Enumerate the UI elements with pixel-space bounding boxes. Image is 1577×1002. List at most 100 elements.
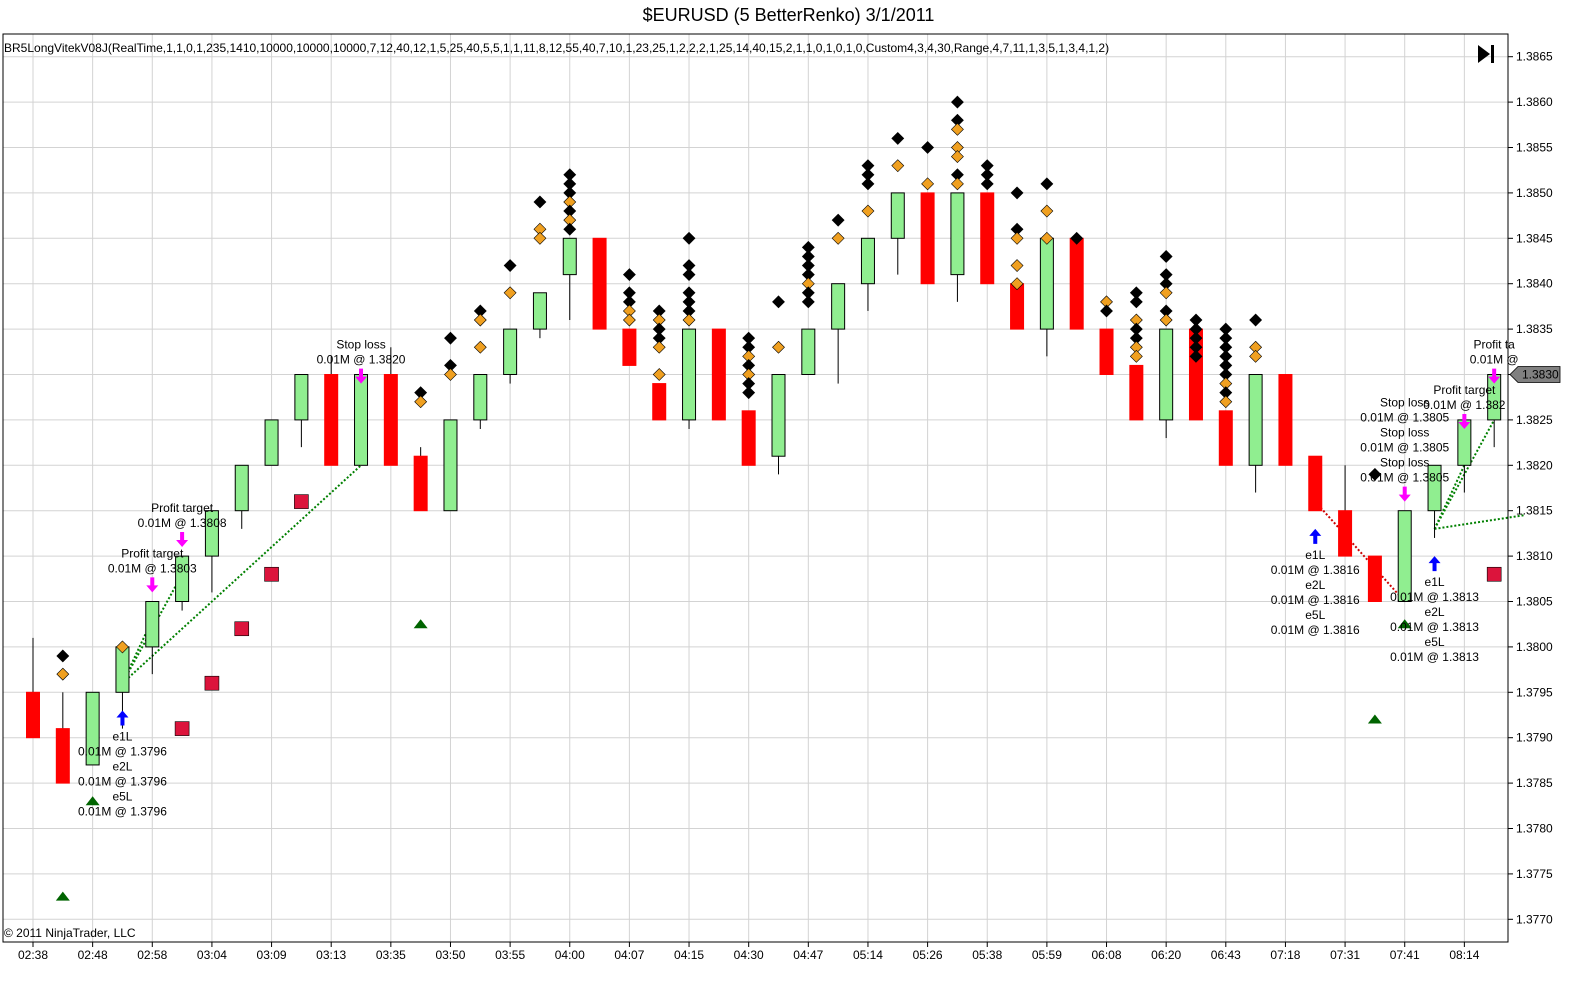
diamond-marker — [1100, 304, 1113, 318]
diamond-marker — [861, 204, 875, 218]
trade-label: Stop loss — [1380, 426, 1429, 440]
y-tick-label: 1.3825 — [1516, 413, 1553, 427]
bar-up — [175, 555, 190, 602]
diamond-marker — [1249, 349, 1263, 363]
diamond-marker — [1129, 295, 1143, 309]
diamond-marker — [921, 141, 935, 154]
y-tick-label: 1.3775 — [1516, 867, 1553, 881]
trade-line — [1314, 500, 1406, 603]
y-tick-label: 1.3865 — [1516, 50, 1553, 64]
diamond-marker — [950, 95, 964, 109]
bar-down — [622, 328, 637, 366]
trade-line — [121, 573, 183, 684]
exit-arrow-icon — [176, 532, 189, 548]
diamond-marker — [1159, 286, 1173, 300]
bar-up — [890, 192, 905, 239]
trade-label: Stop loss — [336, 338, 385, 352]
diamond-marker — [533, 195, 547, 209]
trade-label: 0.01M @ 1.3805 — [1360, 471, 1449, 485]
diamond-marker — [503, 259, 517, 272]
x-tick-label: 05:59 — [1032, 948, 1062, 962]
bar-up — [950, 192, 965, 276]
bar-up — [562, 237, 577, 276]
diamond-marker — [891, 131, 905, 145]
renko-bars — [26, 192, 1502, 784]
x-tick-label: 03:50 — [435, 948, 465, 962]
diamond-marker — [1040, 204, 1054, 218]
copyright-text: © 2011 NinjaTrader, LLC — [4, 926, 136, 940]
diamond-marker — [950, 122, 964, 136]
y-tick-label: 1.3790 — [1516, 731, 1553, 745]
trade-line — [121, 464, 362, 684]
bar-down — [1308, 455, 1323, 512]
trade-label: Profit target — [151, 501, 214, 515]
diamond-marker — [921, 177, 935, 191]
bar-down — [1129, 364, 1144, 421]
diamond-marker — [980, 177, 994, 191]
triangle-marker — [55, 891, 70, 901]
trade-label: 0.01M @ 1.3816 — [1271, 593, 1360, 607]
bar-down — [1278, 374, 1293, 466]
bar-up — [354, 374, 369, 466]
trade-lines — [121, 419, 1525, 684]
x-tick-label: 04:00 — [555, 948, 585, 962]
diamond-marker — [622, 313, 636, 327]
x-tick-label: 02:38 — [18, 948, 48, 962]
bar-up — [801, 328, 816, 376]
diamond-marker — [1010, 231, 1024, 245]
indicator-label: BR5LongVitekV08J(RealTime,1,1,0,1,235,14… — [4, 41, 1109, 55]
square-marker — [294, 494, 309, 509]
square-marker — [234, 621, 250, 637]
bar-up — [145, 601, 160, 648]
diamond-marker — [682, 268, 696, 282]
bar-up — [443, 419, 458, 512]
diamond-marker — [682, 231, 696, 245]
diamond-marker — [950, 150, 964, 164]
bar-down — [1218, 410, 1233, 466]
trade-label: 0.01M @ 1.3796 — [78, 804, 167, 818]
trade-label: 0.01M @ 1.3805 — [1360, 441, 1449, 455]
bar-up — [294, 374, 309, 421]
bar-up — [682, 328, 697, 421]
diamond-marker — [950, 177, 964, 191]
bar-down — [741, 410, 756, 466]
diamond-marker — [414, 395, 428, 409]
x-tick-label: 04:15 — [674, 948, 704, 962]
diamond-marker — [473, 313, 487, 327]
diamond-marker — [1040, 177, 1054, 191]
diamond-marker — [1040, 231, 1054, 245]
bar-down — [592, 237, 607, 330]
trade-label: 0.01M @ 1.382 — [1423, 398, 1506, 412]
diamond-marker — [1010, 186, 1024, 200]
bar-down — [1069, 237, 1084, 330]
trade-label: e2L — [112, 759, 132, 773]
bar-down — [711, 328, 726, 421]
x-tick-label: 05:14 — [853, 948, 883, 962]
bar-up — [860, 237, 875, 285]
y-tick-label: 1.3800 — [1516, 640, 1553, 654]
y-tick-label: 1.3855 — [1516, 141, 1553, 155]
diamond-marker — [831, 213, 845, 227]
bar-up — [264, 419, 279, 466]
y-tick-label: 1.3835 — [1516, 322, 1553, 336]
bar-down — [1338, 510, 1353, 557]
bar-down — [1010, 283, 1025, 330]
bar-up — [1427, 464, 1442, 512]
diamond-marker — [652, 340, 666, 354]
triangle-marker — [413, 619, 428, 629]
x-tick-label: 06:20 — [1151, 948, 1181, 962]
skip-to-end-icon[interactable] — [1478, 45, 1494, 63]
bar-down — [26, 691, 40, 739]
trade-line — [1433, 419, 1496, 530]
diamond-marker — [116, 640, 129, 654]
axes: 1.3770 1.3775 1.3780 1.3785 1.3790 1.3795 1.38… — [2, 33, 1561, 962]
y-tick-label: 1.3820 — [1516, 458, 1553, 472]
trade-label: e5L — [112, 789, 132, 803]
x-tick-label: 03:55 — [495, 948, 525, 962]
entry-arrow-icon — [1309, 528, 1322, 544]
x-tick-label: 06:43 — [1211, 948, 1241, 962]
bar-down — [324, 374, 339, 466]
